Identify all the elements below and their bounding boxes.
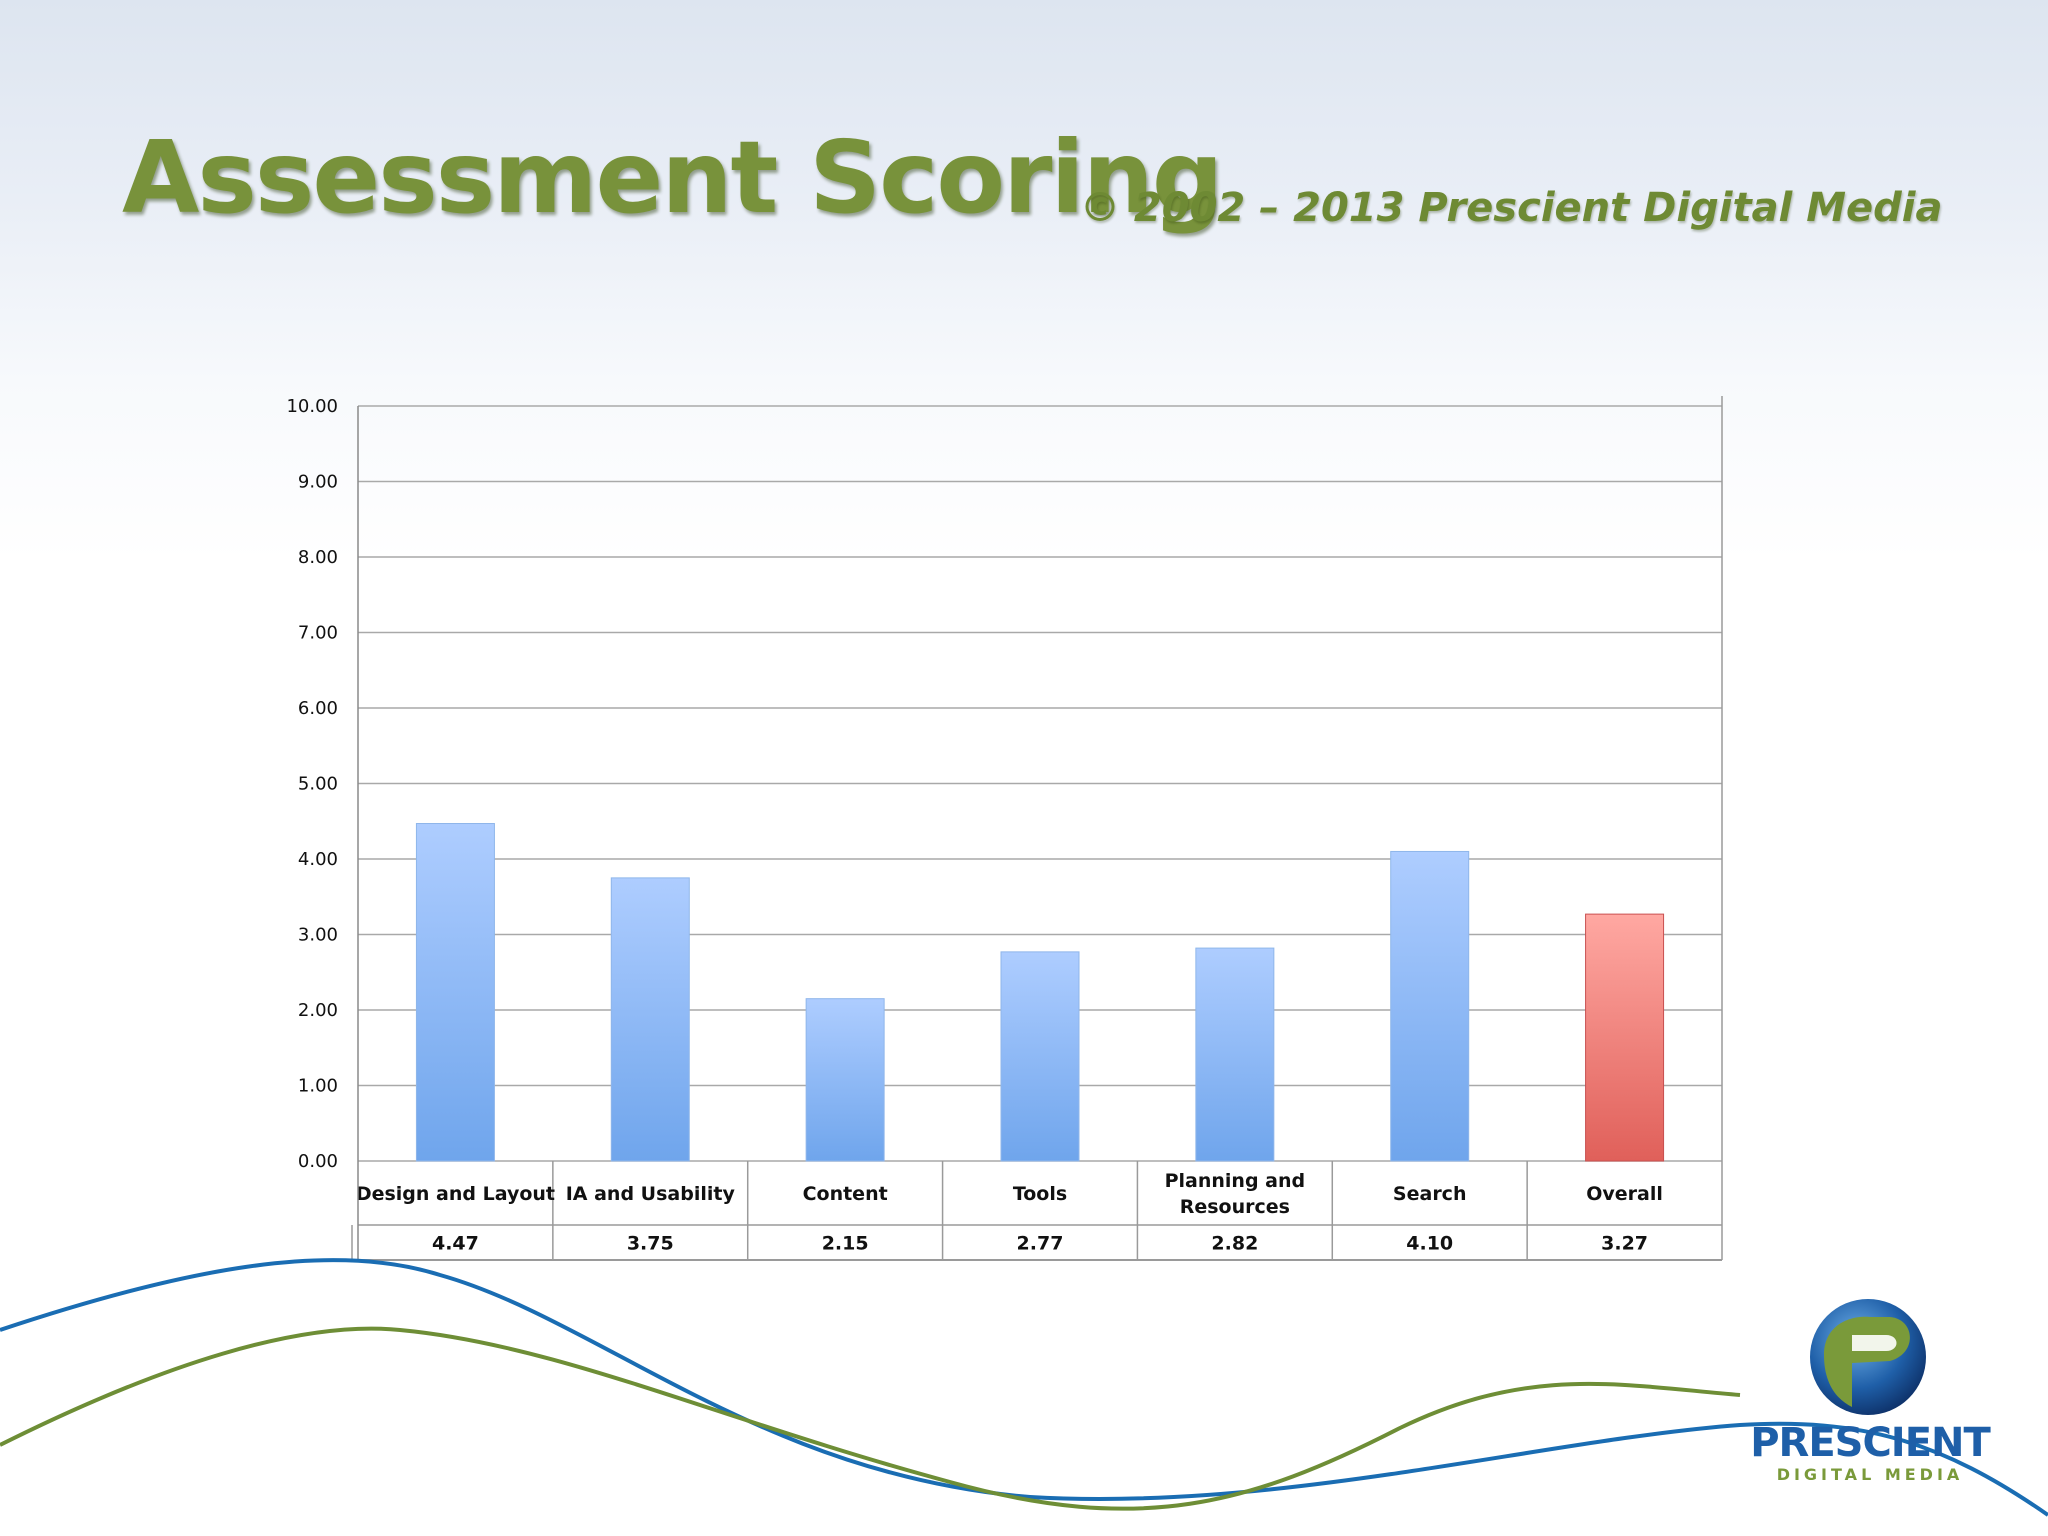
- bar: [1195, 947, 1275, 1162]
- y-tick-label: 8.00: [298, 547, 338, 568]
- bar: [1000, 951, 1080, 1162]
- bar: [1390, 850, 1470, 1162]
- bars: [415, 823, 1665, 1162]
- bar: [805, 998, 885, 1162]
- logo-wordmark: PRESCIENT: [1750, 1420, 1991, 1466]
- value-label: 4.10: [1406, 1233, 1453, 1255]
- category-label: Search: [1393, 1183, 1467, 1205]
- y-tick-label: 7.00: [298, 623, 338, 644]
- data-table: Design and Layout 4.47 IA and Usability 3.7…: [350, 1161, 1722, 1261]
- category-label: Planning and: [1165, 1170, 1306, 1192]
- y-axis: 0.00 1.00 2.00 3.00 4.00 5.00 6.00 7.00 8.00 9.00…: [286, 396, 1723, 1260]
- y-tick-label: 4.00: [298, 849, 338, 870]
- y-tick-label: 3.00: [298, 925, 338, 946]
- category-label: IA and Usability: [566, 1183, 736, 1205]
- category-label: Overall: [1586, 1183, 1663, 1205]
- prescient-logo: PRESCIENT DIGITAL MEDIA: [1740, 1295, 2000, 1485]
- gridlines: [358, 405, 1722, 1162]
- category-label: Design and Layout: [356, 1183, 555, 1205]
- value-label: 3.27: [1601, 1233, 1648, 1255]
- value-label: 4.47: [432, 1233, 479, 1255]
- value-label: 2.82: [1211, 1233, 1258, 1255]
- category-label: Content: [803, 1183, 888, 1205]
- copyright-subtitle: © 2002 – 2013 Prescient Digital Media: [1080, 185, 1943, 231]
- y-tick-label: 6.00: [298, 698, 338, 719]
- y-tick-label: 1.00: [298, 1076, 338, 1097]
- y-tick-label: 10.00: [286, 396, 338, 417]
- value-label: 3.75: [627, 1233, 674, 1255]
- slide-title: Assessment Scoring: [122, 119, 1223, 236]
- y-tick-label: 2.00: [298, 1000, 338, 1021]
- value-label: 2.77: [1017, 1233, 1064, 1255]
- logo-tagline: DIGITAL MEDIA: [1776, 1465, 1964, 1484]
- y-tick-label: 0.00: [298, 1151, 338, 1172]
- bar-overall: [1585, 913, 1665, 1162]
- bar: [610, 877, 690, 1162]
- category-label: Resources: [1180, 1196, 1290, 1218]
- category-label: Tools: [1013, 1183, 1067, 1205]
- value-label: 2.15: [822, 1233, 869, 1255]
- logo-globe-icon: [1810, 1299, 1926, 1415]
- y-tick-label: 5.00: [298, 774, 338, 795]
- y-tick-label: 9.00: [298, 472, 338, 493]
- bar: [415, 823, 495, 1162]
